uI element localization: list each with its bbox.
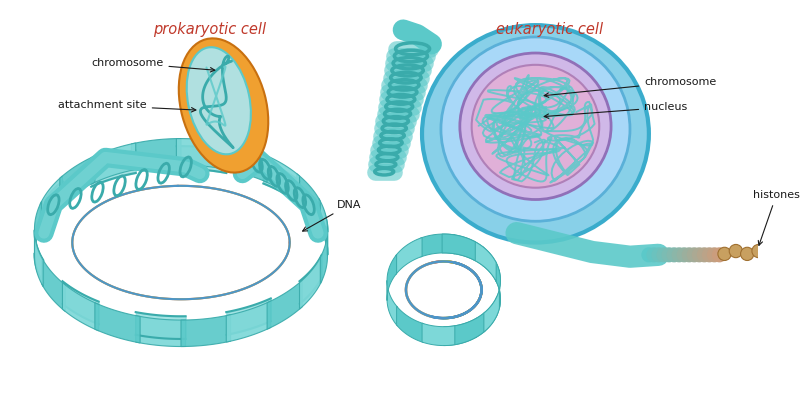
Text: nucleus: nucleus (544, 102, 687, 118)
Polygon shape (267, 280, 302, 329)
Polygon shape (34, 229, 43, 286)
Text: attachment site: attachment site (58, 100, 196, 112)
Polygon shape (387, 280, 398, 326)
Polygon shape (42, 257, 66, 311)
Ellipse shape (422, 25, 649, 242)
Polygon shape (444, 318, 477, 346)
Polygon shape (299, 255, 322, 309)
Polygon shape (482, 247, 499, 290)
Polygon shape (62, 283, 98, 331)
Text: chromosome: chromosome (544, 77, 717, 97)
Polygon shape (222, 142, 267, 182)
Ellipse shape (441, 37, 630, 221)
Circle shape (774, 244, 788, 258)
Polygon shape (397, 306, 424, 342)
Ellipse shape (472, 65, 599, 188)
Polygon shape (131, 138, 181, 170)
Circle shape (730, 244, 742, 258)
Circle shape (707, 247, 722, 262)
Circle shape (671, 247, 686, 262)
Polygon shape (297, 174, 320, 228)
Ellipse shape (186, 47, 251, 154)
Circle shape (741, 247, 754, 260)
Text: histones: histones (753, 190, 800, 245)
Circle shape (686, 247, 702, 262)
Polygon shape (181, 315, 230, 346)
Polygon shape (320, 226, 327, 284)
Circle shape (763, 247, 777, 260)
Circle shape (662, 247, 677, 262)
Polygon shape (91, 143, 136, 184)
Circle shape (752, 244, 765, 258)
Text: prokaryotic cell: prokaryotic cell (153, 22, 266, 37)
Circle shape (677, 247, 692, 262)
Circle shape (651, 247, 666, 262)
Circle shape (798, 244, 800, 258)
Polygon shape (422, 323, 457, 346)
Circle shape (702, 247, 717, 262)
Text: eukaryotic cell: eukaryotic cell (496, 22, 603, 37)
Ellipse shape (460, 53, 611, 200)
Polygon shape (226, 301, 270, 342)
Circle shape (692, 247, 707, 262)
Circle shape (642, 247, 657, 262)
Polygon shape (474, 241, 496, 282)
Polygon shape (484, 288, 500, 332)
Polygon shape (40, 176, 62, 230)
Polygon shape (176, 138, 226, 170)
Polygon shape (455, 312, 485, 345)
Polygon shape (496, 270, 501, 317)
Polygon shape (475, 297, 497, 338)
Polygon shape (263, 154, 299, 202)
Ellipse shape (178, 38, 268, 172)
Polygon shape (95, 303, 140, 343)
Circle shape (666, 247, 682, 262)
Text: chromosome: chromosome (91, 58, 214, 72)
Polygon shape (495, 261, 501, 308)
Polygon shape (319, 198, 327, 256)
Polygon shape (387, 255, 397, 301)
Polygon shape (421, 234, 455, 257)
Polygon shape (136, 316, 186, 346)
Circle shape (712, 247, 727, 262)
Circle shape (682, 247, 697, 262)
Polygon shape (453, 235, 484, 266)
Polygon shape (396, 238, 422, 275)
Text: DNA: DNA (302, 200, 362, 231)
Circle shape (697, 247, 712, 262)
Polygon shape (60, 156, 95, 205)
Circle shape (646, 247, 662, 262)
Circle shape (657, 247, 671, 262)
Polygon shape (34, 201, 42, 259)
Polygon shape (442, 234, 475, 261)
Circle shape (786, 247, 799, 260)
Circle shape (718, 247, 731, 260)
